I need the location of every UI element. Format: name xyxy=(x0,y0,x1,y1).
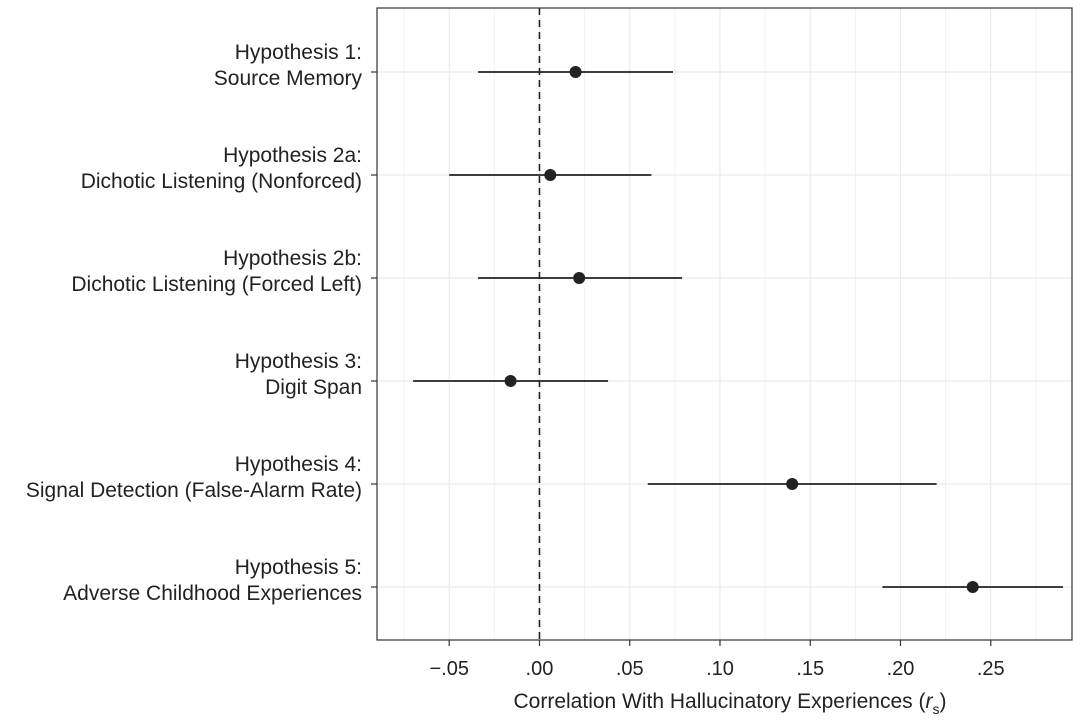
category-label: Hypothesis 2b: Dichotic Listening (Forced… xyxy=(71,246,362,298)
category-label-line2: Dichotic Listening (Nonforced) xyxy=(80,170,362,193)
category-label-line2: Digit Span xyxy=(265,376,362,399)
estimate-point xyxy=(504,375,517,387)
category-label-line1: Hypothesis 1: xyxy=(234,41,362,64)
axis-ticks xyxy=(371,71,992,646)
category-label-line2: Adverse Childhood Experiences xyxy=(63,582,362,605)
x-tick-label: .10 xyxy=(706,658,734,680)
category-label-line1: Hypothesis 3: xyxy=(234,350,362,373)
category-label: Hypothesis 1: Source Memory xyxy=(214,40,362,92)
category-label: Hypothesis 4: Signal Detection (False-Ala… xyxy=(26,452,362,504)
category-label: Hypothesis 5: Adverse Childhood Experienc… xyxy=(63,555,362,607)
x-tick-label: .15 xyxy=(796,658,825,680)
estimate-point xyxy=(966,581,979,593)
x-tick-label: −.05 xyxy=(429,658,469,680)
x-tick-label: .25 xyxy=(976,658,1005,680)
x-tick-label: .00 xyxy=(525,658,554,680)
category-label: Hypothesis 3: Digit Span xyxy=(235,349,362,401)
estimate-point xyxy=(786,478,799,490)
category-label-line1: Hypothesis 2b: xyxy=(223,247,362,270)
x-axis-label: Correlation With Hallucinatory Experienc… xyxy=(513,690,947,717)
estimates xyxy=(413,66,1063,593)
x-tick-label: .20 xyxy=(886,658,915,680)
estimate-point xyxy=(544,169,557,181)
estimate-point xyxy=(569,66,582,78)
estimate-point xyxy=(573,272,586,284)
category-label: Hypothesis 2a: Dichotic Listening (Nonfor… xyxy=(81,143,362,195)
plot-frame xyxy=(376,7,1073,641)
category-label-line2: Signal Detection (False-Alarm Rate) xyxy=(25,479,362,502)
category-label-line1: Hypothesis 2a: xyxy=(223,144,362,167)
category-label-line1: Hypothesis 4: xyxy=(234,453,362,476)
category-label-line2: Source Memory xyxy=(213,67,362,90)
grid-lines xyxy=(377,8,1072,640)
x-tick-label: .05 xyxy=(615,658,644,680)
category-label-line1: Hypothesis 5: xyxy=(234,556,362,579)
category-label-line2: Dichotic Listening (Forced Left) xyxy=(71,273,362,296)
